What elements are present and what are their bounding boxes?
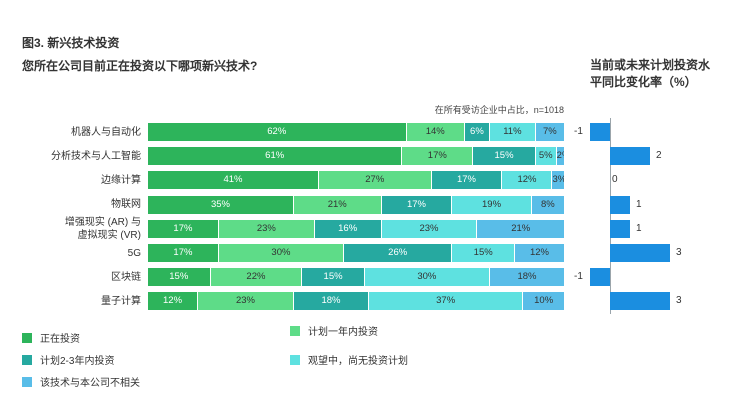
change-value-label: 3 — [676, 247, 682, 258]
survey-question: 您所在公司目前正在投资以下哪项新兴技术? — [22, 59, 258, 73]
legend-item: 计划一年内投资 — [290, 326, 378, 340]
bar-segment: 26% — [343, 244, 453, 262]
bar-segment: 27% — [318, 171, 432, 190]
bar-segment: 35% — [148, 195, 294, 214]
bar-segment: 23% — [198, 292, 294, 311]
legend-swatch — [22, 355, 32, 365]
change-bar — [610, 195, 630, 214]
change-bar — [610, 292, 670, 311]
category-label: 区块链 — [111, 271, 141, 284]
bar-segment: 8% — [531, 195, 565, 214]
bar-segment: 15% — [148, 268, 211, 287]
bar-segment: 18% — [489, 268, 565, 287]
change-value-label: 1 — [636, 198, 642, 210]
category-label: 物联网 — [111, 198, 141, 211]
legend-swatch — [22, 377, 32, 387]
bar-segment: 22% — [210, 268, 303, 287]
category-label-line: 虚拟现实 (VR) — [77, 229, 141, 241]
category-label-line: 边缘计算 — [101, 174, 141, 186]
change-bar — [610, 244, 670, 262]
bar-segment: 11% — [489, 123, 536, 141]
bar-segment: 19% — [452, 195, 532, 214]
category-label-line: 机器人与自动化 — [71, 126, 141, 138]
bar-segment: 16% — [314, 219, 382, 238]
category-label: 边缘计算 — [101, 174, 141, 187]
change-bar — [610, 219, 630, 238]
bar-segment: 7% — [535, 123, 565, 141]
category-label: 分析技术与人工智能 — [51, 150, 141, 163]
change-bar — [590, 123, 610, 141]
category-label-line: 分析技术与人工智能 — [51, 150, 141, 162]
category-label-line: 区块链 — [111, 271, 141, 283]
bar-segment: 10% — [523, 292, 565, 311]
bar-segment: 3% — [552, 171, 565, 190]
change-value-label: 2 — [656, 150, 662, 162]
bar-segment: 30% — [218, 244, 344, 262]
legend-label: 计划2-3年内投资 — [40, 356, 115, 367]
bar-segment: 37% — [369, 292, 524, 311]
bar-segment: 41% — [148, 171, 319, 190]
bar-segment: 30% — [364, 268, 490, 287]
bar-segment: 6% — [464, 123, 490, 141]
bar-segment: 17% — [402, 147, 474, 166]
bar-segment: 2% — [556, 147, 565, 166]
bar-segment: 62% — [148, 123, 407, 141]
legend-item: 观望中，尚无投资计划 — [290, 355, 408, 369]
change-value-label: -1 — [574, 271, 583, 283]
bar-segment: 18% — [293, 292, 369, 311]
legend-swatch — [290, 326, 300, 336]
change-chart-zero-axis — [610, 118, 611, 314]
change-value-label: 0 — [612, 174, 618, 186]
category-label: 增强现实 (AR) 与虚拟现实 (VR) — [65, 216, 141, 242]
category-label-line: 量子计算 — [101, 295, 141, 307]
category-label-line: 增强现实 (AR) 与 — [64, 216, 141, 228]
category-label: 量子计算 — [101, 295, 141, 308]
bar-segment: 17% — [431, 171, 503, 190]
category-label: 5G — [128, 247, 141, 260]
figure-title: 图3. 新兴技术投资 — [22, 36, 120, 50]
bar-segment: 17% — [148, 219, 219, 238]
change-value-label: 3 — [676, 295, 682, 307]
legend-swatch — [22, 333, 32, 343]
change-chart-title-line1: 当前或未来计划投资水 — [590, 58, 711, 72]
bar-segment: 15% — [473, 147, 536, 166]
bar-segment: 12% — [148, 292, 199, 311]
bar-segment: 17% — [148, 244, 219, 262]
change-bar — [610, 147, 650, 166]
change-chart-title: 当前或未来计划投资水 平同比变化率（%） — [590, 57, 725, 91]
bar-segment: 17% — [381, 195, 453, 214]
bar-segment: 21% — [477, 219, 565, 238]
category-label-line: 物联网 — [111, 199, 141, 211]
bar-segment: 5% — [535, 147, 557, 166]
legend-label: 该技术与本公司不相关 — [40, 378, 140, 389]
bar-segment: 61% — [148, 147, 403, 166]
bar-segment: 15% — [302, 268, 365, 287]
change-chart-title-line2: 平同比变化率（%） — [590, 75, 697, 89]
legend-label: 正在投资 — [40, 334, 80, 345]
legend-item: 计划2-3年内投资 — [22, 355, 114, 369]
legend-swatch — [290, 355, 300, 365]
bar-segment: 15% — [452, 244, 515, 262]
bar-segment: 12% — [514, 244, 565, 262]
legend-label: 计划一年内投资 — [308, 327, 378, 338]
change-bar — [590, 268, 610, 287]
category-label-line: 5G — [127, 247, 141, 259]
change-value-label: 1 — [636, 222, 642, 234]
bar-segment: 14% — [406, 123, 465, 141]
legend-label: 观望中，尚无投资计划 — [308, 356, 408, 367]
bar-segment: 12% — [502, 171, 553, 190]
category-label: 机器人与自动化 — [71, 126, 141, 139]
bar-segment: 23% — [218, 219, 315, 238]
change-value-label: -1 — [574, 126, 583, 137]
legend-item: 该技术与本公司不相关 — [22, 377, 140, 391]
legend-item: 正在投资 — [22, 333, 80, 347]
bar-segment: 23% — [381, 219, 478, 238]
sample-note: 在所有受访企业中占比，n=1018 — [434, 105, 564, 115]
bar-segment: 21% — [293, 195, 382, 214]
